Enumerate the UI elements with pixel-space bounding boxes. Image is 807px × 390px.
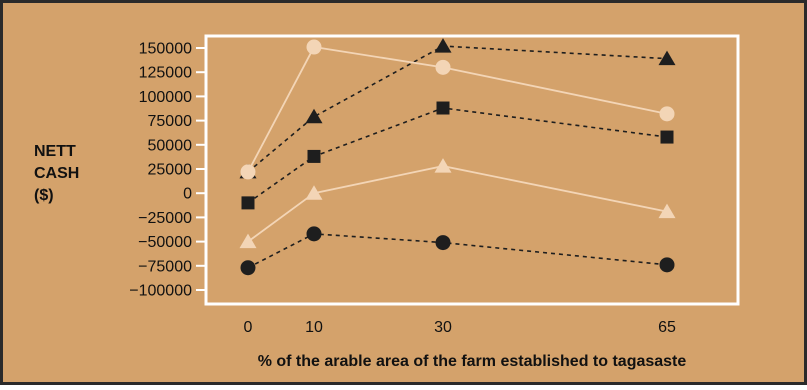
series-5-line (247, 233, 668, 269)
series-4 (239, 158, 676, 249)
series-2-point-0 (240, 164, 256, 180)
series-3-point-65 (660, 130, 674, 144)
series-layer (239, 38, 676, 276)
series-5-point-65 (659, 257, 675, 273)
x-tick-label: 0 (244, 319, 253, 336)
y-axis-label-line: CASH (34, 165, 79, 182)
series-1-point-65 (658, 50, 676, 66)
series-4-point-0 (239, 233, 257, 249)
y-tick-label: −75000 (138, 258, 192, 275)
y-tick-label: 150000 (139, 41, 192, 58)
x-tick-label: 30 (434, 319, 452, 336)
series-5-point-10 (306, 226, 322, 242)
series-1-line (247, 45, 668, 173)
y-axis-label: NETT CASH ($) (34, 143, 79, 204)
series-4-point-65 (658, 203, 676, 219)
x-axis-label: % of the arable area of the farm establi… (258, 353, 687, 370)
y-tick-label: −25000 (138, 210, 192, 227)
series-3-point-10 (307, 149, 321, 163)
series-4-point-10 (305, 185, 323, 200)
y-axis: 150000 125000 100000 75000 50000 25000 0 −25000… (129, 41, 206, 300)
x-tick-label: 65 (658, 319, 676, 336)
y-tick-label: 25000 (148, 162, 193, 179)
series-4-line (247, 165, 668, 243)
y-tick-label: 75000 (148, 113, 193, 130)
series-5-point-30 (435, 235, 451, 251)
series-3-line (247, 107, 668, 204)
series-2-line (247, 46, 668, 173)
series-1-point-10 (305, 108, 323, 124)
series-1-point-30 (434, 38, 452, 53)
series-2 (240, 39, 675, 180)
series-3-point-0 (241, 196, 255, 210)
y-tick-label: 125000 (139, 65, 192, 82)
y-axis-label-line: NETT (34, 143, 76, 160)
series-3-point-30 (436, 101, 450, 115)
series-1 (239, 38, 676, 179)
series-5 (240, 226, 675, 276)
series-4-point-30 (434, 158, 452, 173)
series-3 (241, 101, 674, 210)
y-tick-label: 100000 (139, 89, 192, 106)
series-2-point-65 (659, 106, 675, 122)
y-tick-label: −50000 (138, 234, 192, 251)
x-tick-label: 10 (305, 319, 323, 336)
x-axis: 0 10 30 65 (244, 319, 676, 336)
y-axis-label-line: ($) (34, 187, 54, 204)
y-tick-label: 0 (183, 186, 192, 203)
y-tick-label: −100000 (129, 283, 192, 300)
series-2-point-30 (435, 59, 451, 75)
series-5-point-0 (240, 260, 256, 276)
series-2-point-10 (306, 39, 322, 55)
y-tick-label: 50000 (148, 137, 193, 154)
